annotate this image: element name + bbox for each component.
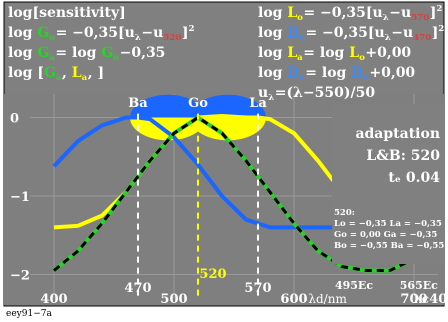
x-tick-label: 400 (40, 292, 67, 307)
formula-line: log Go = −0,35[uλ −u520 ]2 (8, 24, 195, 43)
lobe-top (130, 94, 206, 118)
panel-line: L&B: 520 (366, 148, 440, 164)
formula-line: log Bo = −0,35[uλ −u470 ]2 (258, 24, 444, 43)
top-tick-label: La (249, 96, 267, 111)
value-row: Bo = −0,55 Ba = −0,55 (334, 241, 444, 251)
y-tick-label: −1 (10, 190, 30, 205)
panel-line: adaptation (355, 126, 440, 142)
y-tick-label: −2 (10, 268, 30, 283)
extra-axis-label: λc (413, 292, 429, 306)
bottom-tick-label: 470 (124, 281, 151, 296)
extra-axis-label: 400 (429, 292, 448, 307)
y-tick-label: 0 (10, 112, 19, 127)
value-row: Go = 0,00 Ga = −0,35 (334, 230, 437, 240)
formula-line: uλ =(λ−550)/50 (258, 85, 375, 103)
figure-id: eey91−7a (6, 309, 52, 319)
bottom-tick-label: 520 (199, 267, 226, 282)
extra-axis-label: 565Ec (400, 279, 438, 292)
panel-line: tₑ 0.04 (388, 170, 440, 186)
lobe-top (190, 94, 266, 118)
series-Ga (53, 116, 439, 273)
x-tick-label: 600 (280, 292, 307, 307)
formula-line: log[sensitivity] (8, 5, 126, 21)
formula-line: log La = log Lo +0,00 (258, 45, 411, 63)
formula-line: log [Ga , La , ] (8, 65, 104, 83)
adaptation-panel: adaptation L&B: 520 tₑ 0.04 (332, 104, 444, 264)
top-tick-label: Ba (128, 96, 148, 111)
top-tick-label: Go (188, 96, 208, 111)
formula-line: log Lo = −0,35[uλ −u570 ]2 (258, 4, 442, 23)
formula-line: log Ga = log Go −0,35 (8, 45, 165, 63)
formula-block-left: log[sensitivity] log Go = −0,35[uλ −u520 … (8, 5, 195, 83)
value-row: 520: (334, 208, 355, 218)
marker-lines (137, 113, 259, 298)
formula-line: log Ba = log Bo +0,00 (258, 65, 415, 83)
extra-axis-label: 495Ec (335, 279, 373, 292)
x-tick-label: 500 (160, 292, 187, 307)
formula-block-right: log Lo = −0,35[uλ −u570 ]2 log Bo = −0,3… (258, 4, 444, 103)
x-axis-label: λd/nm (308, 292, 347, 306)
x-tick-label: 700 (400, 292, 427, 307)
bottom-tick-label: 570 (244, 281, 271, 296)
value-row: Lo = −0,35 La = −0,35 (334, 219, 442, 229)
panel-bg (332, 104, 444, 264)
